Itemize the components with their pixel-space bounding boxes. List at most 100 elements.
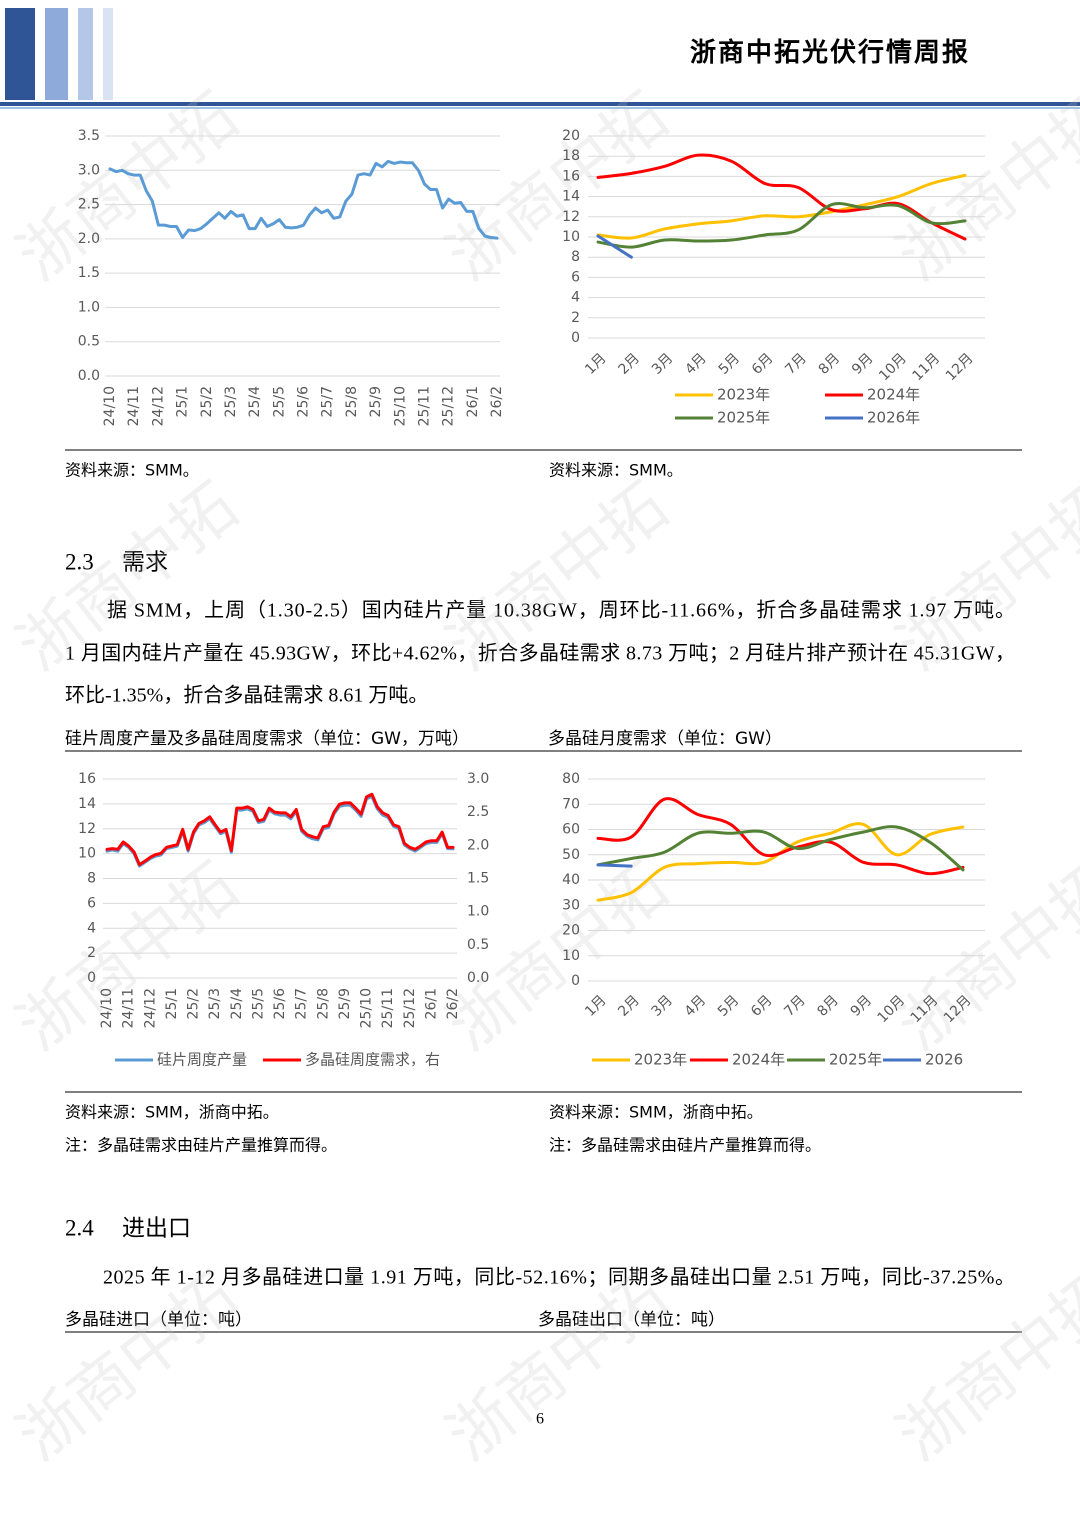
y-tick-label: 18 [562,148,580,164]
y-tick-label: 2 [571,310,580,326]
y-tick-label: 20 [562,128,580,144]
x-tick-label: 26/1 [423,988,439,1019]
y-tick-label: 10 [78,846,96,862]
paragraph: 1 月国内硅片产量在 45.93GW，环比+4.62%，折合多晶硅需求 8.73… [65,642,1015,665]
x-tick-label: 8月 [816,350,844,378]
paragraph: 环比-1.35%，折合多晶硅需求 8.61 万吨。 [65,684,428,707]
x-tick-label: 26/2 [489,386,505,417]
legend-label: 2025年 [717,409,770,427]
x-tick-label: 25/4 [247,386,263,418]
x-tick-label: 26/1 [465,386,481,417]
header-rule [0,107,1080,109]
y-tick-label: 16 [78,771,96,787]
y2-tick-label: 1.0 [467,904,489,920]
header-rule [0,102,1080,106]
x-tick-label: 25/6 [296,386,312,418]
x-tick-label: 2月 [615,992,643,1020]
watermark: 浙商中拓 [4,79,251,295]
note: 注：多晶硅需求由硅片产量推算而得。 [549,1136,821,1155]
y2-tick-label: 0.5 [467,937,489,953]
y-tick-label: 12 [562,209,580,225]
header-bar [5,8,35,100]
x-tick-label: 25/11 [380,988,396,1028]
header-bar [78,8,93,100]
page-number: 6 [536,1411,544,1428]
x-tick-label: 10月 [876,350,910,384]
x-tick-label: 5月 [715,992,743,1020]
header-bar [45,8,68,100]
y-tick-label: 0 [571,973,580,989]
x-tick-label: 25/7 [294,988,310,1019]
x-tick-label: 12月 [943,350,977,384]
series-line [596,797,965,876]
y-tick-label: 70 [562,796,580,812]
source: 资料来源：SMM。 [549,461,683,480]
y2-tick-label: 3.0 [467,771,489,787]
note: 注：多晶硅需求由硅片产量推算而得。 [65,1136,337,1155]
y-tick-label: 10 [562,948,580,964]
series-line [596,173,967,240]
y-tick-label: 4 [87,920,96,936]
x-tick-label: 25/5 [250,988,266,1019]
y-tick-label: 8 [87,871,96,887]
x-tick-label: 6月 [748,992,776,1020]
x-tick-label: 25/5 [271,386,287,417]
y-tick-label: 20 [562,923,580,939]
y-tick-label: 1.0 [78,299,100,315]
y-tick-label: 0 [571,330,580,346]
legend-label: 2023年 [717,386,770,404]
x-tick-label: 3月 [649,350,677,378]
x-tick-label: 5月 [716,350,744,378]
watermark: 浙商中拓 [884,849,1080,1065]
y-tick-label: 0.0 [78,368,100,384]
x-tick-label: 7月 [782,350,810,378]
x-tick-label: 24/12 [142,988,158,1028]
y-tick-label: 40 [562,872,580,888]
x-tick-label: 6月 [749,350,777,378]
y-tick-label: 2.5 [78,197,100,213]
section-heading: 进出口 [122,1215,191,1240]
chart-title: 硅片周度产量及多晶硅周度需求（单位：GW，万吨） [65,729,469,749]
y-tick-label: 3.5 [78,128,100,144]
y-tick-label: 50 [562,847,580,863]
section-number: 2.4 [65,1215,94,1240]
watermark: 浙商中拓 [884,1259,1080,1475]
x-tick-label: 25/2 [199,386,215,417]
legend-label: 多晶硅周度需求，右 [305,1051,440,1069]
x-tick-label: 1月 [582,992,610,1020]
x-tick-label: 25/1 [175,386,191,417]
x-tick-label: 3月 [648,992,676,1020]
y-tick-label: 60 [562,822,580,838]
series-line [105,792,455,867]
y-tick-label: 0.5 [78,334,100,350]
x-tick-label: 25/10 [392,386,408,426]
x-tick-label: 25/6 [272,988,288,1020]
x-tick-label: 25/1 [164,988,180,1019]
section-number: 2.3 [65,549,94,574]
y-tick-label: 30 [562,897,580,913]
y-tick-label: 14 [78,796,96,812]
x-tick-label: 9月 [849,350,877,378]
y-tick-label: 4 [571,290,580,306]
x-tick-label: 4月 [682,992,710,1020]
legend-label: 2023年 [634,1051,687,1069]
legend-label: 2024年 [867,386,920,404]
y-tick-label: 80 [562,771,580,787]
x-tick-label: 25/2 [186,988,202,1019]
y-tick-label: 14 [562,189,580,205]
x-tick-label: 7月 [781,992,809,1020]
y2-tick-label: 1.5 [467,871,489,887]
x-tick-label: 25/3 [207,988,223,1019]
y-tick-label: 6 [571,269,580,285]
x-tick-label: 25/12 [402,988,418,1028]
paragraph: 据 SMM，上周（1.30-2.5）国内硅片产量 10.38GW，周环比-11.… [107,599,1015,622]
y-tick-label: 2 [87,945,96,961]
series-line [596,153,967,241]
legend-label: 2024年 [732,1051,785,1069]
series-line [596,863,633,868]
x-tick-label: 24/11 [126,386,142,426]
x-tick-label: 24/11 [121,988,137,1028]
y-tick-label: 10 [562,229,580,245]
series-line [596,234,633,259]
watermark: 浙商中拓 [434,79,681,295]
